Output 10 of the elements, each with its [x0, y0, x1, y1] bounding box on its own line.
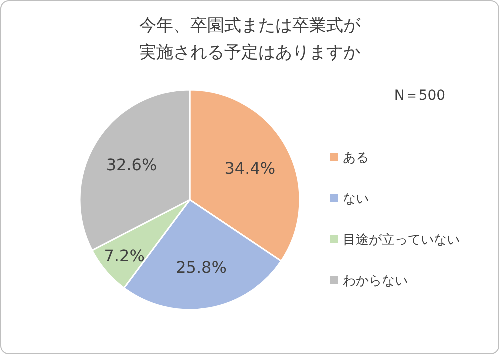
text: N＝500 — [394, 88, 446, 104]
legend-label: ある — [343, 151, 369, 166]
legend-label: 目途が立っていない — [343, 232, 460, 248]
data-label: 7.2% — [104, 246, 145, 266]
legend-label: ない — [343, 192, 369, 207]
chart-title: 今年、卒園式または卒業式が実施される予定はありますか — [138, 15, 362, 65]
data-label: 32.6% — [106, 156, 158, 175]
data-label: 25.8% — [176, 258, 227, 278]
data-label: 34.4% — [224, 158, 276, 178]
legend-label: わからない — [343, 274, 408, 289]
